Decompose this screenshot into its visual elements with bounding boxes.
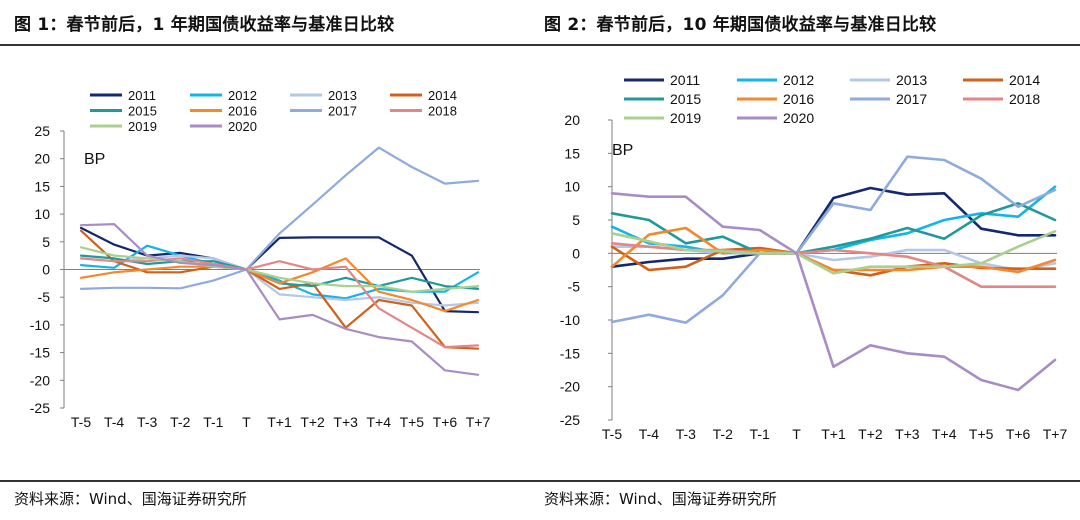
legend-label-2014: 2014 [1009, 72, 1040, 88]
series-line-2015 [610, 202, 1057, 255]
series-line-2016 [610, 226, 1057, 274]
series-line-2011 [610, 186, 1057, 268]
y-tick-label: 5 [572, 212, 580, 228]
title-rule [0, 44, 530, 46]
legend-label-2018: 2018 [428, 104, 457, 119]
unit-label: BP [612, 142, 633, 159]
legend-label-2011: 2011 [670, 72, 700, 88]
x-tick-label: T-4 [639, 426, 659, 442]
y-tick-label: 5 [42, 234, 50, 250]
x-tick-label: T-2 [713, 426, 733, 442]
series-line-2017 [610, 155, 1057, 325]
x-tick-label: T+7 [466, 414, 491, 430]
y-tick-label: 20 [34, 151, 50, 167]
x-tick-label: T [792, 426, 801, 442]
y-tick-label: 10 [564, 179, 580, 195]
chart-panel-10yr: 图 2：春节前后，10 年期国债收益率与基准日比较 20 15 10 5 0 -5 -10-… [530, 0, 1080, 520]
y-tick-label: -5 [38, 289, 51, 305]
series-line-2017 [79, 146, 480, 290]
series-line-2019 [610, 230, 1057, 275]
x-tick-label: T [242, 414, 251, 430]
x-tick-label: T-2 [170, 414, 190, 430]
chart-title-10yr: 图 2：春节前后，10 年期国债收益率与基准日比较 [544, 15, 937, 35]
source-note-1yr: 资料来源：Wind、国海证券研究所 [14, 490, 247, 508]
series-line-2014 [79, 229, 480, 350]
y-tick-label: -15 [560, 345, 580, 361]
legend-label-2015: 2015 [670, 91, 701, 107]
y-tick-label: -15 [30, 345, 50, 361]
y-tick-label: 0 [42, 262, 50, 278]
y-tick-label: 15 [34, 178, 50, 194]
source-rule [0, 480, 530, 482]
x-tick-label: T-1 [750, 426, 770, 442]
legend-label-2013: 2013 [328, 88, 357, 103]
y-tick-label: 25 [34, 123, 50, 139]
x-tick-label: T+1 [821, 426, 846, 442]
legend-label-2011: 2011 [128, 88, 156, 103]
series-line-2016 [79, 257, 480, 313]
x-tick-label: T+4 [932, 426, 957, 442]
title-rule [530, 44, 1080, 46]
legend-label-2017: 2017 [328, 104, 357, 119]
legend-label-2020: 2020 [228, 119, 257, 134]
x-tick-label: T+5 [969, 426, 994, 442]
y-tick-label: -25 [560, 412, 580, 428]
y-tick-label: -25 [30, 400, 50, 416]
series-line-2018 [79, 257, 480, 349]
x-tick-label: T+3 [333, 414, 358, 430]
legend-label-2019: 2019 [670, 110, 701, 126]
legend-label-2016: 2016 [228, 104, 257, 119]
legend-label-2020: 2020 [783, 110, 814, 126]
legend-label-2016: 2016 [783, 91, 814, 107]
y-tick-label: -20 [30, 372, 50, 388]
y-tick-label: 15 [564, 145, 580, 161]
legend-label-2013: 2013 [896, 72, 927, 88]
source-note-10yr: 资料来源：Wind、国海证券研究所 [544, 490, 777, 508]
legend-label-2017: 2017 [896, 91, 927, 107]
chart-panel-1yr: 图 1：春节前后，1 年期国债收益率与基准日比较 25 20 15 10 5 0 -5 -10… [0, 0, 530, 520]
y-tick-label: -10 [30, 317, 50, 333]
x-tick-label: T-1 [203, 414, 223, 430]
chart-title-1yr: 图 1：春节前后，1 年期国债收益率与基准日比较 [14, 15, 395, 35]
x-tick-label: T+5 [400, 414, 425, 430]
series-line-2020 [79, 223, 480, 376]
x-tick-label: T+4 [366, 414, 391, 430]
y-tick-label: 0 [572, 245, 580, 261]
legend-label-2014: 2014 [428, 88, 457, 103]
y-tick-label: 10 [34, 206, 50, 222]
legend-label-2018: 2018 [1009, 91, 1040, 107]
y-tick-label: 20 [564, 112, 580, 128]
x-tick-label: T-4 [104, 414, 124, 430]
legend-label-2019: 2019 [128, 119, 157, 134]
y-tick-label: -10 [560, 312, 580, 328]
legend-label-2015: 2015 [128, 104, 157, 119]
x-tick-label: T+1 [267, 414, 292, 430]
x-tick-label: T+6 [433, 414, 458, 430]
x-tick-label: T-3 [137, 414, 157, 430]
x-tick-label: T-5 [602, 426, 622, 442]
series-line-2019 [79, 246, 480, 293]
y-tick-label: -20 [560, 379, 580, 395]
x-tick-label: T-3 [676, 426, 696, 442]
x-tick-label: T+7 [1043, 426, 1068, 442]
x-tick-label: T+3 [895, 426, 920, 442]
legend-label-2012: 2012 [228, 88, 257, 103]
source-rule [530, 480, 1080, 482]
series-line-2020 [610, 192, 1057, 392]
x-tick-label: T+2 [300, 414, 325, 430]
unit-label: BP [84, 151, 105, 168]
legend-label-2012: 2012 [783, 72, 814, 88]
y-tick-label: -5 [568, 279, 581, 295]
x-tick-label: T+2 [858, 426, 883, 442]
x-tick-label: T-5 [71, 414, 91, 430]
x-tick-label: T+6 [1006, 426, 1031, 442]
